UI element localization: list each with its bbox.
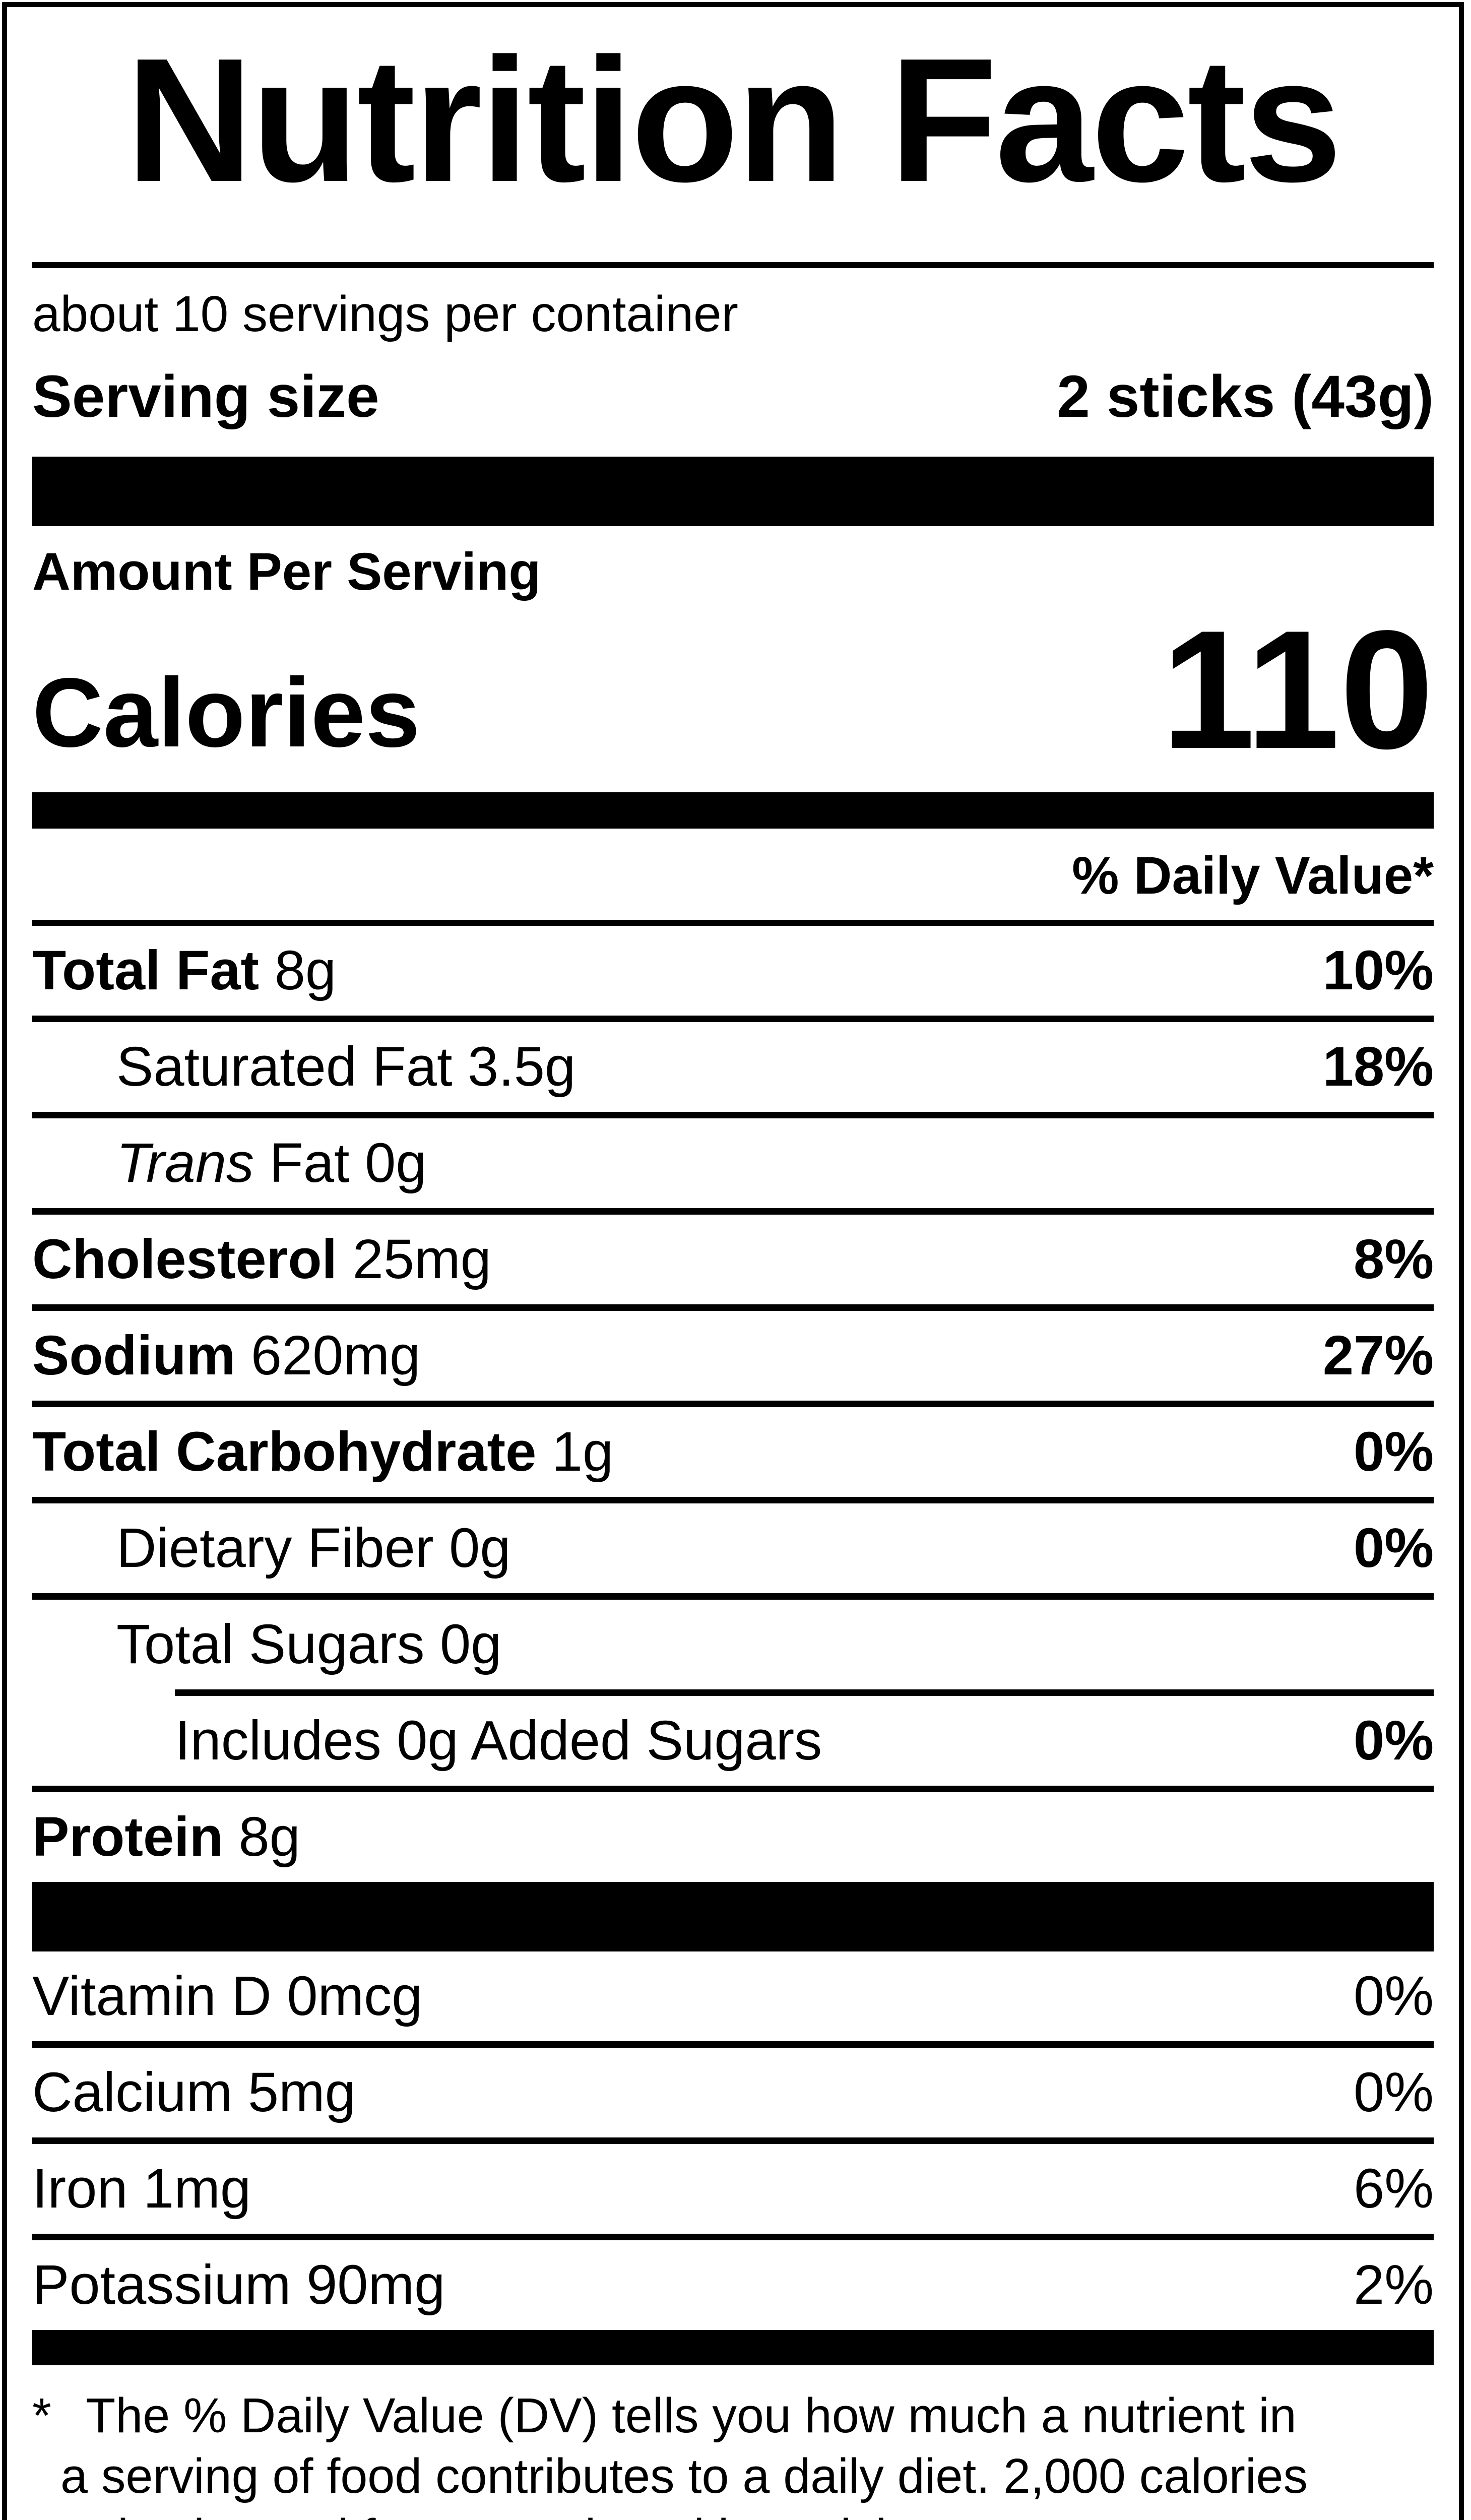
divider-under-title (32, 262, 1434, 268)
daily-value-footnote: * The % Daily Value (DV) tells you how m… (32, 2385, 1434, 2520)
thick-divider-before-vitamins (32, 1881, 1434, 1951)
nutrient-name-italic: Trans (116, 1132, 254, 1194)
daily-value-header: % Daily Value* (1072, 846, 1434, 905)
medium-divider-after-calories (32, 792, 1434, 829)
nutrient-row-total-fat: Total Fat 8g 10% (32, 926, 1434, 1016)
footnote-asterisk: * (32, 2387, 51, 2443)
nutrient-name: Total Carbohydrate (32, 1421, 537, 1483)
vitamin-row-vitamin-d: Vitamin D 0mcg 0% (32, 1951, 1434, 2041)
vitamin-name: Potassium 90mg (32, 2254, 445, 2316)
amount-per-serving-label: Amount Per Serving (32, 542, 541, 602)
calories-row: Calories 110 (32, 605, 1434, 774)
serving-size-value: 2 sticks (43g) (1057, 363, 1434, 430)
vitamin-name: Iron 1mg (32, 2158, 251, 2220)
nutrient-name: Dietary Fiber 0g (116, 1517, 511, 1580)
vitamin-pct: 6% (1354, 2158, 1434, 2220)
nutrient-pct: 0% (1354, 1517, 1434, 1580)
partial-divider-added-sugars (175, 1689, 1434, 1696)
nutrient-row-total-carbohydrate: Total Carbohydrate 1g 0% (32, 1400, 1434, 1497)
nutrient-row-trans-fat: Trans Fat 0g (32, 1111, 1434, 1208)
nutrient-row-saturated-fat: Saturated Fat 3.5g 18% (32, 1015, 1434, 1112)
nutrient-pct: 8% (1354, 1228, 1434, 1291)
footnote-line-3: a day is used for general nutrition advi… (32, 2506, 1434, 2520)
footnote-line-2: a serving of food contributes to a daily… (60, 2448, 1308, 2504)
servings-per-container: about 10 servings per container (32, 286, 738, 342)
nutrient-amount: 620mg (235, 1325, 421, 1387)
nutrient-amount: 1g (536, 1421, 614, 1483)
footnote-line-1: The % Daily Value (DV) tells you how muc… (86, 2387, 1297, 2443)
vitamin-name: Calcium 5mg (32, 2061, 356, 2124)
vitamin-row-iron: Iron 1mg 6% (32, 2137, 1434, 2234)
nutrient-row-dietary-fiber: Dietary Fiber 0g 0% (32, 1496, 1434, 1593)
nutrient-row-total-sugars: Total Sugars 0g (32, 1593, 1434, 1689)
nutrient-pct: 18% (1322, 1036, 1434, 1098)
label-title: Nutrition Facts (125, 22, 1342, 219)
nutrient-name: Sodium (32, 1325, 236, 1387)
nutrient-row-added-sugars: Includes 0g Added Sugars 0% (32, 1696, 1434, 1786)
nutrient-amount: 25mg (337, 1228, 491, 1291)
nutrient-name: Protein (32, 1806, 223, 1868)
nutrient-row-cholesterol: Cholesterol 25mg 8% (32, 1208, 1434, 1304)
vitamin-row-calcium: Calcium 5mg 0% (32, 2041, 1434, 2137)
nutrient-pct: 0% (1354, 1421, 1434, 1483)
nutrient-name: Cholesterol (32, 1228, 338, 1291)
vitamin-pct: 2% (1354, 2254, 1434, 2316)
thick-divider-before-footnote (32, 2329, 1434, 2365)
calories-value: 110 (1161, 595, 1434, 784)
vitamin-pct: 0% (1354, 2061, 1434, 2124)
nutrient-name: Total Fat (32, 939, 260, 1002)
calories-label: Calories (32, 658, 420, 768)
nutrient-row-protein: Protein 8g (32, 1785, 1434, 1882)
serving-size-row: Serving size 2 sticks (43g) (32, 358, 1434, 435)
vitamin-name: Vitamin D 0mcg (32, 1965, 423, 2028)
nutrient-name: Includes 0g Added Sugars (175, 1710, 822, 1772)
vitamin-pct: 0% (1354, 1965, 1434, 2028)
nutrient-pct: 10% (1322, 939, 1434, 1002)
nutrient-pct: 27% (1322, 1325, 1434, 1387)
nutrient-amount: 8g (223, 1806, 300, 1868)
nutrient-amount: Fat 0g (254, 1132, 427, 1194)
nutrient-name: Saturated Fat 3.5g (116, 1036, 576, 1098)
divider-under-dv-header (32, 919, 1434, 926)
vitamin-row-potassium: Potassium 90mg 2% (32, 2233, 1434, 2330)
nutrient-pct: 0% (1354, 1710, 1434, 1772)
nutrient-row-sodium: Sodium 620mg 27% (32, 1304, 1434, 1401)
serving-size-label: Serving size (32, 363, 379, 430)
nutrient-amount: 8g (259, 939, 337, 1002)
nutrient-name: Total Sugars 0g (116, 1613, 502, 1676)
thick-divider-after-serving (32, 457, 1434, 527)
